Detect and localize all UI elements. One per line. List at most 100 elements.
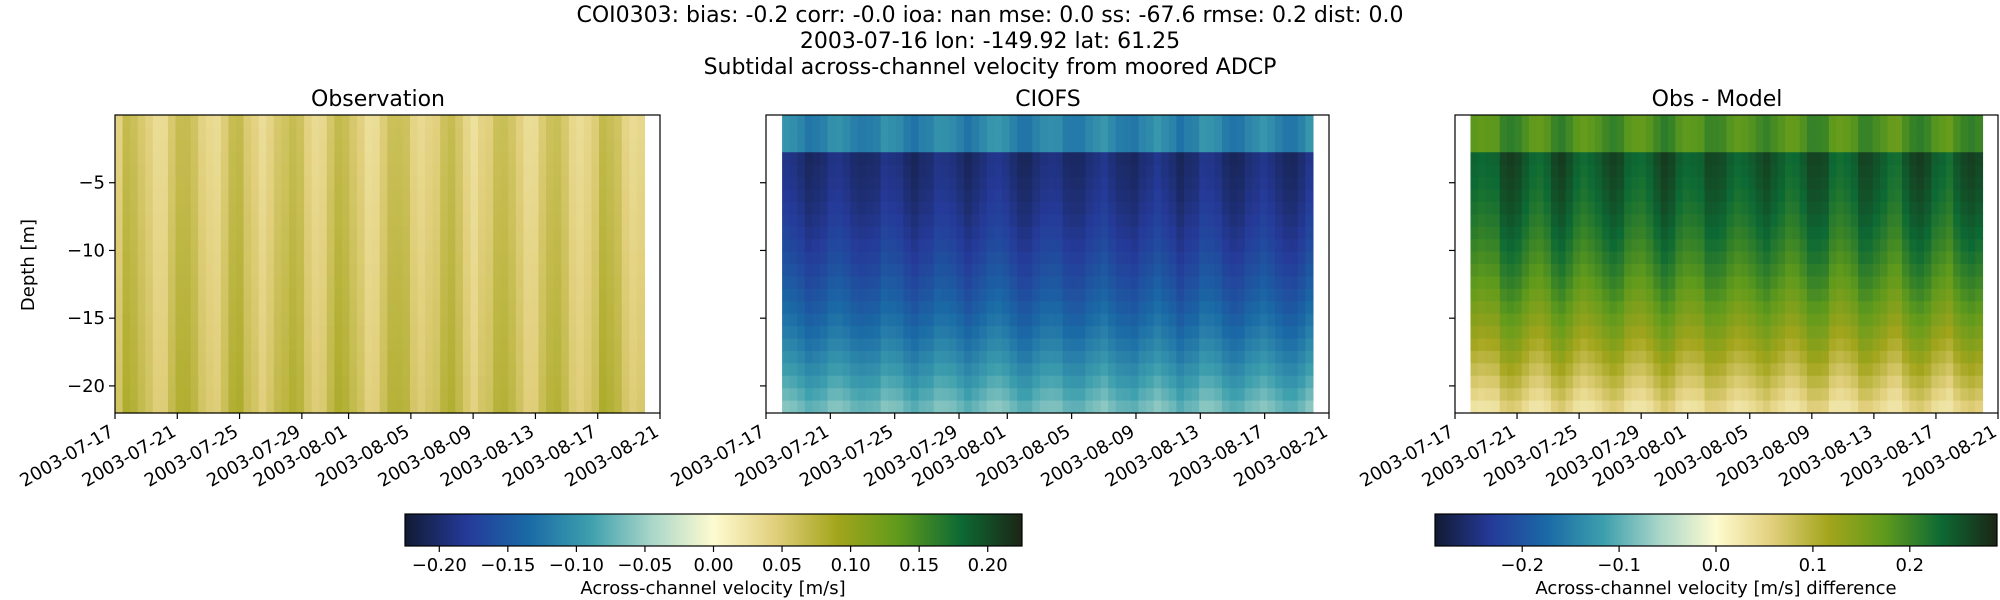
heatmap-cell xyxy=(1755,239,1764,253)
heatmap-cell xyxy=(797,276,806,290)
heatmap-cell xyxy=(145,127,154,141)
heatmap-cell xyxy=(1017,363,1026,377)
heatmap-cell xyxy=(994,400,1003,414)
heatmap-cell xyxy=(273,189,282,203)
heatmap-cell xyxy=(1062,313,1071,327)
heatmap-cell xyxy=(971,301,980,315)
heatmap-cell xyxy=(455,139,464,153)
heatmap-cell xyxy=(1161,375,1170,389)
heatmap-cell xyxy=(1792,350,1801,364)
heatmap-cell xyxy=(1514,214,1523,228)
heatmap-cell xyxy=(1799,388,1808,402)
heatmap-cell xyxy=(1814,127,1823,141)
heatmap-cell xyxy=(1580,127,1589,141)
heatmap-cell xyxy=(1755,164,1764,178)
heatmap-cell xyxy=(447,189,456,203)
heatmap-cell xyxy=(880,338,889,352)
heatmap-cell xyxy=(971,363,980,377)
heatmap-cell xyxy=(137,115,146,129)
heatmap-cell xyxy=(1675,338,1684,352)
heatmap-cell xyxy=(425,201,434,215)
heatmap-cell xyxy=(1565,301,1574,315)
heatmap-cell xyxy=(319,288,328,302)
heatmap-cell xyxy=(1244,326,1253,340)
heatmap-cell xyxy=(508,189,517,203)
heatmap-cell xyxy=(553,127,562,141)
heatmap-cell xyxy=(1093,239,1102,253)
heatmap-cell xyxy=(485,164,494,178)
heatmap-cell xyxy=(971,288,980,302)
heatmap-cell xyxy=(1161,276,1170,290)
heatmap-cell xyxy=(409,388,419,402)
heatmap-cell xyxy=(1565,152,1574,166)
heatmap-cell xyxy=(137,276,146,290)
heatmap-cell xyxy=(1024,214,1033,228)
heatmap-cell xyxy=(850,264,859,278)
heatmap-cell xyxy=(1507,177,1515,191)
heatmap-cell xyxy=(326,313,335,327)
heatmap-cell xyxy=(827,226,836,240)
heatmap-cell xyxy=(281,127,290,141)
heatmap-cell xyxy=(1093,313,1102,327)
heatmap-cell xyxy=(964,201,973,215)
heatmap-cell xyxy=(1062,400,1071,414)
heatmap-cell xyxy=(782,288,791,302)
heatmap-cell xyxy=(1887,127,1896,141)
heatmap-cell xyxy=(122,338,131,352)
heatmap-cell xyxy=(1682,301,1691,315)
heatmap-cell xyxy=(956,400,965,414)
heatmap-cell xyxy=(1902,388,1910,402)
heatmap-cell xyxy=(1477,239,1486,253)
heatmap-cell xyxy=(994,350,1003,364)
heatmap-cell xyxy=(1138,264,1147,278)
heatmap-cell xyxy=(1153,264,1162,278)
heatmap-cell xyxy=(1115,388,1124,402)
heatmap-cell xyxy=(470,177,479,191)
heatmap-cell xyxy=(530,127,540,141)
heatmap-cell xyxy=(251,363,260,377)
heatmap-cell xyxy=(190,139,199,153)
heatmap-cell xyxy=(485,127,494,141)
heatmap-cell xyxy=(614,152,623,166)
heatmap-cell xyxy=(160,214,169,228)
heatmap-cell xyxy=(1689,189,1698,203)
heatmap-cell xyxy=(789,239,798,253)
heatmap-cell xyxy=(530,139,540,153)
heatmap-cell xyxy=(1836,164,1845,178)
heatmap-cell xyxy=(387,115,396,129)
heatmap-cell xyxy=(1763,177,1771,191)
heatmap-cell xyxy=(812,338,821,352)
heatmap-cell xyxy=(1536,177,1545,191)
heatmap-cell xyxy=(926,226,935,240)
heatmap-cell xyxy=(1168,276,1178,290)
heatmap-cell xyxy=(583,152,593,166)
heatmap-cell xyxy=(478,127,487,141)
heatmap-cell xyxy=(1529,288,1537,302)
heatmap-cell xyxy=(447,164,456,178)
heatmap-cell xyxy=(402,276,411,290)
heatmap-cell xyxy=(1667,375,1676,389)
heatmap-cell xyxy=(1748,226,1757,240)
heatmap-cell xyxy=(911,338,920,352)
heatmap-cell xyxy=(319,375,328,389)
heatmap-cell xyxy=(425,152,434,166)
heatmap-cell xyxy=(1100,214,1109,228)
heatmap-cell xyxy=(880,164,889,178)
heatmap-cell xyxy=(1252,189,1261,203)
heatmap-cell xyxy=(288,214,298,228)
heatmap-cell xyxy=(432,226,441,240)
heatmap-cell xyxy=(850,400,859,414)
heatmap-cell xyxy=(228,313,237,327)
heatmap-cell xyxy=(857,214,867,228)
heatmap-cell xyxy=(349,350,358,364)
heatmap-cell xyxy=(1638,326,1647,340)
heatmap-cell xyxy=(1514,288,1523,302)
heatmap-cell xyxy=(394,226,403,240)
heatmap-cell xyxy=(1153,201,1162,215)
heatmap-cell xyxy=(1704,239,1713,253)
heatmap-cell xyxy=(1130,264,1140,278)
heatmap-cell xyxy=(1252,276,1261,290)
heatmap-cell xyxy=(842,400,851,414)
heatmap-cell xyxy=(334,127,343,141)
heatmap-cell xyxy=(357,264,366,278)
